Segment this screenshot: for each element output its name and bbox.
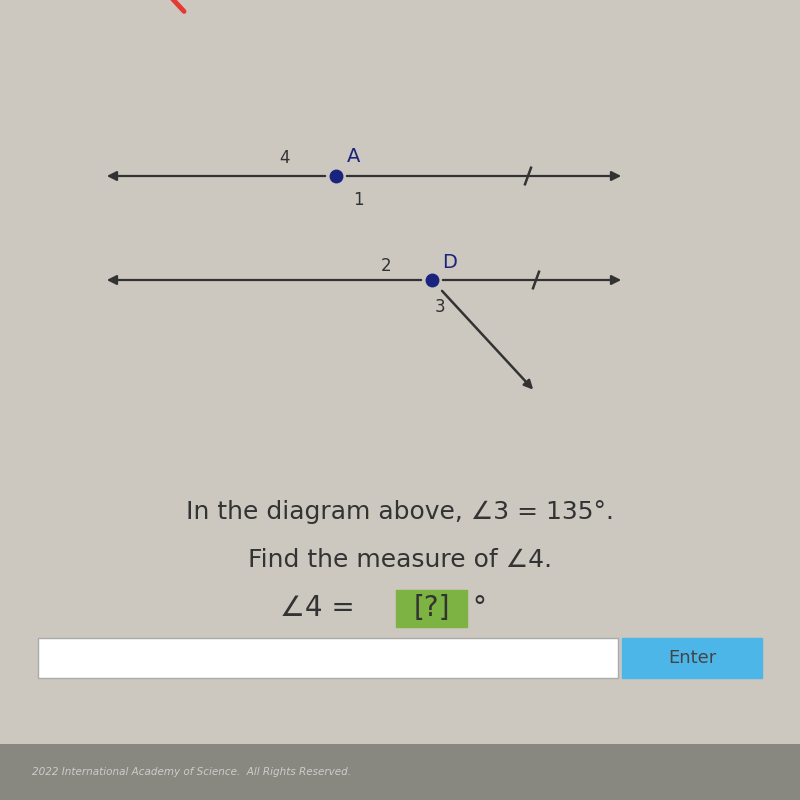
Text: 1: 1 (353, 191, 364, 209)
Text: 3: 3 (434, 298, 446, 316)
Text: In the diagram above, ∠3 = 135°.: In the diagram above, ∠3 = 135°. (186, 500, 614, 524)
FancyBboxPatch shape (38, 638, 618, 678)
Text: [?]: [?] (414, 594, 450, 622)
Text: ∠4 =: ∠4 = (280, 594, 364, 622)
FancyBboxPatch shape (622, 638, 762, 678)
FancyBboxPatch shape (396, 590, 467, 627)
Text: 4: 4 (278, 150, 290, 167)
FancyBboxPatch shape (0, 744, 800, 800)
Text: Enter: Enter (668, 649, 716, 667)
Text: Find the measure of ∠4.: Find the measure of ∠4. (248, 548, 552, 572)
Text: D: D (442, 253, 458, 272)
Text: A: A (346, 147, 360, 166)
Text: 2: 2 (380, 257, 391, 274)
Text: °: ° (472, 594, 486, 622)
Text: 2022 International Academy of Science.  All Rights Reserved.: 2022 International Academy of Science. A… (32, 767, 351, 777)
